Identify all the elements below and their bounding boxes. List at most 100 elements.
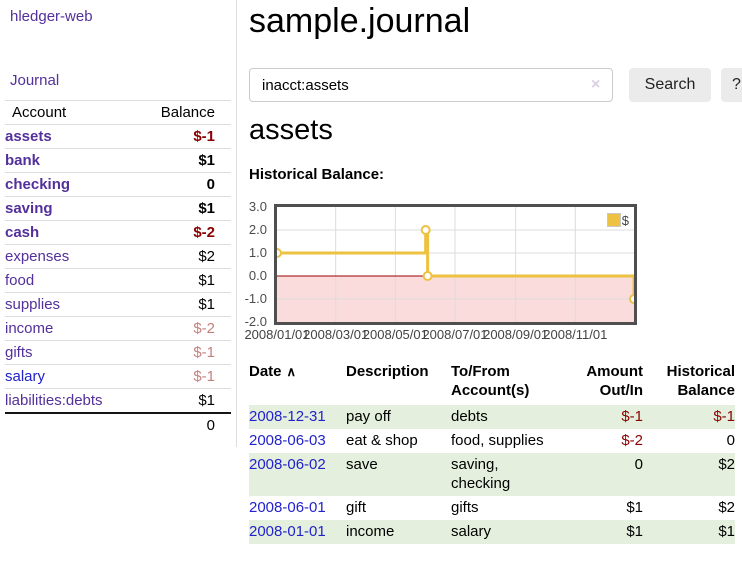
accounts-total-row: 0	[5, 412, 231, 437]
account-balance: $2	[136, 244, 231, 269]
register-balance-cell: $2	[643, 453, 735, 496]
y-axis-tick-label: 2.0	[248, 222, 267, 237]
register-accounts-cell: salary	[451, 520, 563, 544]
main-panel: sample.journal × Search ? assets Histori…	[237, 0, 742, 582]
app-brand-link[interactable]: hledger-web	[10, 8, 93, 25]
register-amount-cell: $-2	[621, 432, 643, 449]
account-balance: 0	[136, 172, 231, 197]
account-link-income[interactable]: income	[5, 320, 54, 337]
account-row: supplies $1	[5, 292, 231, 317]
y-axis-tick-label: -2.0	[244, 314, 267, 329]
register-row: 2008-06-01 gift gifts $1 $2	[249, 496, 735, 520]
register-balance-cell: $1	[643, 520, 735, 544]
register-row: 2008-01-01 income salary $1 $1	[249, 520, 735, 544]
account-cell: assets	[5, 124, 137, 149]
account-link-supplies[interactable]: supplies	[5, 296, 61, 313]
account-row: liabilities:debts $1	[5, 388, 231, 413]
total-spacer	[5, 412, 137, 437]
account-link-food[interactable]: food	[5, 272, 35, 289]
account-balance: $-1	[136, 340, 231, 365]
register-accounts-cell: gifts	[451, 499, 479, 516]
register-date-cell: 2008-06-03	[249, 429, 346, 453]
accounts-table: Account Balance assets $-1 bank $1 checking 0…	[5, 100, 231, 437]
chart-canvas	[277, 207, 634, 322]
account-cell: checking	[5, 172, 137, 197]
register-date-cell: 2008-01-01	[249, 520, 346, 544]
account-row: assets $-1	[5, 124, 231, 149]
transaction-date-link[interactable]: 2008-06-03	[249, 432, 326, 449]
search-input[interactable]	[249, 68, 613, 102]
register-header-accounts: To/From Account(s)	[451, 363, 530, 399]
account-cell: bank	[5, 148, 137, 173]
x-axis-tick-label: 2008/07/01	[422, 327, 488, 342]
account-row: food $1	[5, 268, 231, 293]
register-description-cell: eat & shop	[346, 432, 418, 449]
account-row: salary $-1	[5, 364, 231, 389]
account-cell: liabilities:debts	[5, 388, 137, 413]
chart-label: Historical Balance:	[249, 166, 385, 183]
account-link-bank[interactable]: bank	[5, 152, 41, 169]
legend-swatch-icon	[606, 213, 621, 228]
account-link-saving[interactable]: saving	[5, 200, 53, 217]
transaction-date-link[interactable]: 2008-01-01	[249, 523, 326, 540]
register-description-cell: pay off	[346, 405, 451, 429]
x-axis-tick-label: 2008/05/01	[362, 327, 428, 342]
register-accounts-cell: saving, checking	[451, 453, 563, 496]
transaction-date-link[interactable]: 2008-06-02	[249, 456, 326, 473]
account-cell: cash	[5, 220, 137, 245]
sidebar-item-journal[interactable]: Journal	[10, 72, 60, 89]
account-balance: $1	[136, 268, 231, 293]
register-header-date[interactable]: Date ∧	[249, 363, 297, 380]
register-description-cell: income	[346, 520, 451, 544]
accounts-total-value: 0	[136, 412, 231, 437]
register-description-cell: save	[346, 453, 451, 496]
account-link-cash[interactable]: cash	[5, 224, 40, 241]
account-row: checking 0	[5, 172, 231, 197]
x-axis-tick-label: 2008/03/01	[303, 327, 369, 342]
register-amount-cell: $1	[563, 520, 643, 544]
register-description-cell: gift	[346, 499, 367, 516]
clear-search-icon[interactable]: ×	[591, 76, 601, 93]
account-balance: $1	[136, 196, 231, 221]
help-button[interactable]: ?	[721, 68, 742, 102]
account-row: income $-2	[5, 316, 231, 341]
account-balance: $-2	[136, 316, 231, 341]
transaction-date-link[interactable]: 2008-06-01	[249, 499, 326, 516]
account-link-assets[interactable]: assets	[5, 128, 52, 145]
accounts-header-row: Account Balance	[5, 100, 231, 125]
sort-ascending-icon: ∧	[286, 364, 297, 379]
y-axis-tick-label: 1.0	[248, 245, 267, 260]
account-cell: salary	[5, 364, 137, 389]
account-balance: $-1	[136, 364, 231, 389]
register-table: Date ∧ Description To/From Account(s) Amo…	[249, 360, 735, 544]
search-button[interactable]: Search	[629, 68, 711, 102]
register-accounts-cell: debts	[451, 405, 563, 429]
y-axis-tick-label: -1.0	[244, 291, 267, 306]
account-link-salary[interactable]: salary	[5, 368, 46, 385]
account-link-liabilities-debts[interactable]: liabilities:debts	[5, 392, 103, 409]
search-form: × Search ?	[249, 68, 742, 102]
account-link-gifts[interactable]: gifts	[5, 344, 33, 361]
account-cell: gifts	[5, 340, 137, 365]
register-date-cell: 2008-06-02	[249, 453, 346, 496]
transaction-date-link[interactable]: 2008-12-31	[249, 408, 326, 425]
account-link-expenses[interactable]: expenses	[5, 248, 70, 265]
register-header-amount: Amount Out/In	[586, 363, 643, 399]
register-table-body: 2008-12-31 pay off debts $-1 $-1 2008-06-03 ea…	[249, 405, 735, 544]
y-axis-tick-label: 3.0	[248, 199, 267, 214]
register-header-description: Description	[346, 363, 429, 380]
register-balance-cell: 0	[726, 432, 735, 449]
account-row: expenses $2	[5, 244, 231, 269]
register-balance-cell: $2	[718, 499, 735, 516]
register-header-row: Date ∧ Description To/From Account(s) Amo…	[249, 360, 735, 405]
register-amount-cell: $1	[626, 499, 643, 516]
account-row: bank $1	[5, 148, 231, 173]
register-date-cell: 2008-06-01	[249, 496, 346, 520]
account-link-checking[interactable]: checking	[5, 176, 71, 193]
chart-plot-area: $	[274, 204, 637, 325]
register-row: 2008-06-02 save saving, checking 0 $2	[249, 453, 735, 496]
y-axis-tick-label: 0.0	[248, 268, 267, 283]
account-balance: $1	[136, 388, 231, 413]
legend-label: $	[621, 212, 629, 228]
register-amount-cell: $-1	[563, 405, 643, 429]
